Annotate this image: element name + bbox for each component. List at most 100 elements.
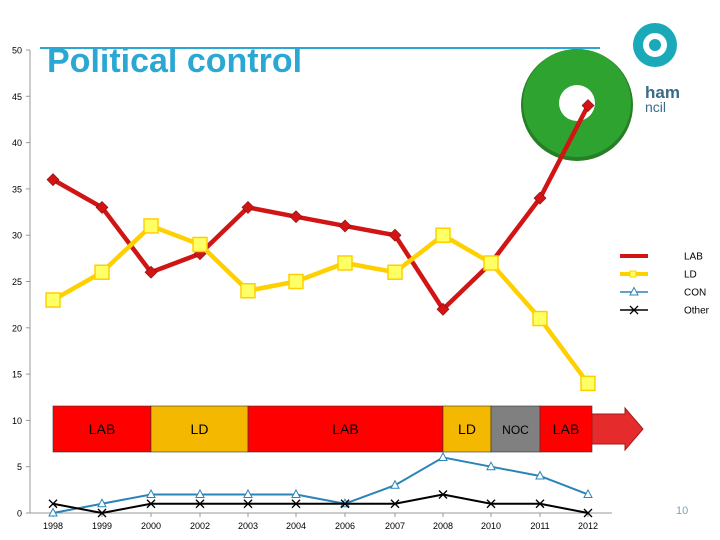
data-point-other — [340, 499, 350, 509]
legend-label-con: CON — [684, 288, 706, 299]
logo-text-line2: ncil — [645, 99, 667, 115]
y-tick-label: 5 — [17, 462, 22, 472]
data-point-lab — [436, 302, 450, 316]
data-point-ld — [192, 236, 208, 253]
data-point-ld — [580, 375, 596, 392]
data-point-lab — [533, 191, 547, 205]
control-band-label: LD — [458, 421, 476, 437]
control-band-noc — [490, 405, 541, 453]
y-tick-label: 0 — [17, 509, 22, 519]
page-number: 10 — [676, 505, 689, 517]
control-band-ld — [150, 405, 249, 453]
data-point-other — [146, 499, 156, 509]
control-arrow-icon — [591, 406, 644, 452]
data-point-lab — [95, 200, 109, 214]
data-point-other — [243, 499, 253, 509]
data-point-ld — [435, 227, 451, 243]
y-tick-label: 30 — [12, 231, 22, 241]
x-tick-label: 1998 — [43, 521, 63, 531]
control-band-lab — [52, 405, 152, 453]
x-tick-label: 2010 — [481, 521, 501, 531]
logo-icon-core — [649, 39, 661, 51]
x-tick-label: 2007 — [385, 521, 405, 531]
y-tick-label: 20 — [12, 323, 22, 333]
data-point-con — [243, 488, 253, 498]
legend-label-ld: LD — [684, 270, 697, 281]
data-point-lab — [388, 228, 402, 242]
data-point-lab — [581, 99, 595, 112]
series-line-other — [52, 493, 589, 514]
data-point-other — [438, 490, 448, 499]
control-band-lab — [247, 405, 444, 453]
data-point-ld — [288, 273, 304, 290]
data-point-con — [195, 488, 205, 498]
x-tick-label: 2011 — [530, 521, 549, 531]
data-point-lab — [338, 219, 352, 233]
data-point-con — [486, 461, 496, 471]
y-tick-label: 25 — [12, 277, 22, 287]
data-point-other — [291, 499, 301, 509]
y-tick-label: 40 — [12, 138, 22, 148]
data-point-ld — [483, 255, 499, 271]
x-tick-label: 1999 — [92, 521, 112, 531]
data-point-ld — [143, 218, 159, 234]
data-point-ld — [532, 310, 548, 327]
data-point-other — [535, 499, 545, 509]
legend-marker-other — [629, 305, 639, 315]
data-point-lab — [46, 173, 60, 187]
series-line-con — [52, 456, 589, 514]
data-point-lab — [144, 265, 158, 279]
control-band-lab — [539, 405, 593, 453]
x-tick-label: 2002 — [190, 521, 210, 531]
x-tick-label: 2000 — [141, 521, 161, 531]
legend-label-other: Other — [684, 306, 710, 317]
data-point-other — [583, 508, 593, 518]
data-point-con — [291, 488, 301, 498]
control-band-label: LAB — [332, 421, 358, 437]
y-tick-label: 10 — [12, 416, 22, 426]
data-point-ld — [94, 264, 110, 280]
series-line-lab — [51, 104, 590, 312]
control-band-ld — [442, 405, 492, 453]
data-point-con — [583, 488, 593, 498]
control-band-label: LD — [191, 421, 209, 437]
data-point-other — [97, 508, 107, 518]
data-point-other — [390, 499, 400, 509]
data-point-ld — [240, 283, 256, 299]
legend-label-lab: LAB — [684, 252, 703, 263]
data-point-con — [146, 488, 156, 498]
data-point-lab — [241, 200, 255, 214]
series-line-ld — [51, 223, 590, 385]
x-tick-label: 2012 — [578, 521, 598, 531]
y-tick-label: 15 — [12, 370, 22, 380]
logo-text-line1: ham — [645, 83, 680, 102]
legend-marker-con — [629, 286, 639, 296]
control-band-label: NOC — [502, 423, 529, 437]
data-point-con — [390, 479, 400, 489]
data-point-lab — [289, 210, 303, 224]
data-point-other — [195, 499, 205, 509]
data-point-ld — [45, 292, 61, 308]
y-tick-label: 45 — [12, 92, 22, 102]
control-band-label: LAB — [553, 421, 579, 437]
data-point-con — [535, 470, 545, 480]
data-point-ld — [387, 264, 403, 280]
data-point-con — [48, 507, 58, 517]
legend-marker-ld — [629, 270, 637, 278]
data-point-con — [438, 451, 448, 461]
x-tick-label: 2004 — [286, 521, 306, 531]
x-tick-label: 2008 — [433, 521, 453, 531]
x-tick-label: 2006 — [335, 521, 355, 531]
x-tick-label: 2003 — [238, 521, 258, 531]
data-point-other — [486, 499, 496, 509]
slide-title: Political control — [47, 42, 303, 80]
data-point-ld — [337, 255, 353, 271]
logo-text: ham ncil — [645, 83, 680, 115]
data-point-con — [97, 498, 107, 508]
control-band-label: LAB — [89, 421, 115, 437]
y-tick-label: 50 — [12, 46, 22, 56]
data-point-other — [48, 499, 58, 509]
y-tick-label: 35 — [12, 184, 22, 194]
title-rule — [40, 47, 600, 49]
